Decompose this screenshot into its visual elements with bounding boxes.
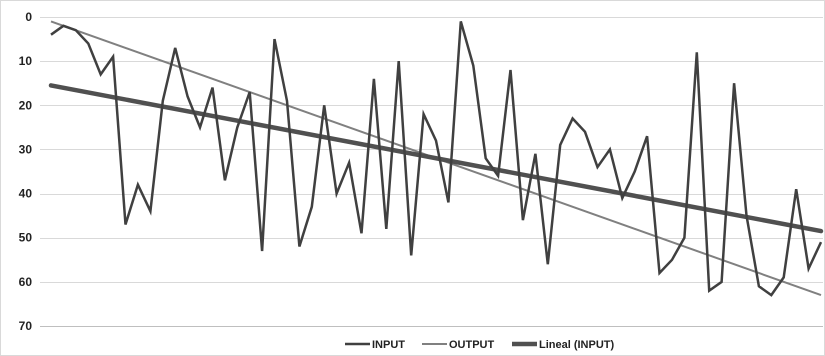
y-tick-label-20: 20 bbox=[19, 98, 33, 112]
legend-label-lineal-input: Lineal (INPUT) bbox=[539, 339, 615, 351]
y-tick-label-70: 70 bbox=[19, 319, 33, 333]
y-axis-tick-labels: 0 10 20 30 40 50 60 70 bbox=[19, 10, 33, 333]
legend: INPUT OUTPUT Lineal (INPUT) bbox=[345, 339, 615, 351]
series-line-lineal-input bbox=[48, 83, 824, 234]
y-tick-label-60: 60 bbox=[19, 275, 33, 289]
y-tick-label-30: 30 bbox=[19, 142, 33, 156]
series-line-input bbox=[50, 21, 823, 297]
y-tick-label-50: 50 bbox=[19, 231, 33, 245]
series-layer bbox=[48, 20, 824, 297]
legend-label-input: INPUT bbox=[372, 339, 405, 351]
y-tick-label-40: 40 bbox=[19, 187, 33, 201]
y-tick-label-10: 10 bbox=[19, 54, 33, 68]
y-tick-label-0: 0 bbox=[25, 10, 32, 24]
legend-label-output: OUTPUT bbox=[449, 339, 495, 351]
